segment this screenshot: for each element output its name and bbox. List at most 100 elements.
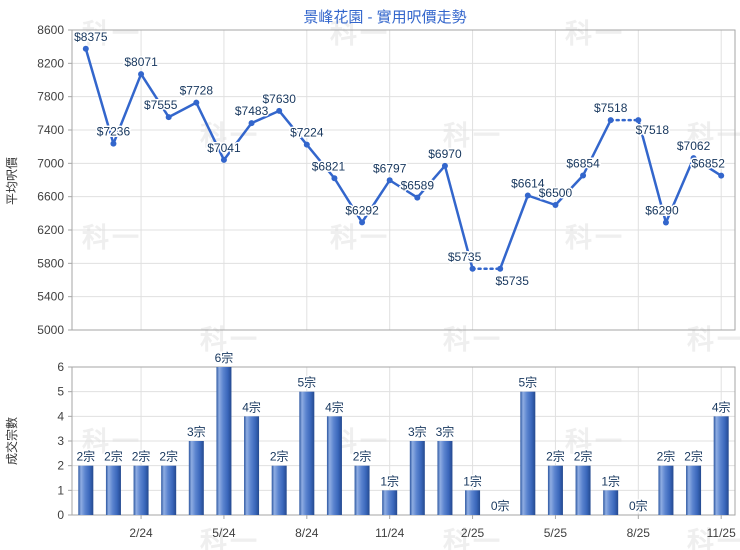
data-point xyxy=(331,175,338,182)
bar-value-label: 4宗 xyxy=(712,399,731,414)
bar-value-label: 2宗 xyxy=(684,449,703,464)
bar xyxy=(382,490,398,515)
bar-value-label: 2宗 xyxy=(546,449,565,464)
line-segment xyxy=(250,109,281,125)
bar-value-label: 5宗 xyxy=(297,375,316,390)
line-segment xyxy=(443,164,474,270)
y-tick-label-price: 7400 xyxy=(37,123,64,137)
bar xyxy=(547,465,563,515)
y-tick-label-price: 7800 xyxy=(37,90,64,104)
y-tick-label-count: 0 xyxy=(57,508,64,522)
y-tick-label-count: 2 xyxy=(57,459,64,473)
bar xyxy=(271,465,287,515)
data-point xyxy=(552,202,559,208)
line-segment xyxy=(112,72,143,145)
bar xyxy=(299,391,315,515)
bar-value-label: 6宗 xyxy=(215,350,234,365)
watermark-text: 科一 xyxy=(82,19,142,49)
bar-value-label: 1宗 xyxy=(601,473,620,488)
line-segment xyxy=(139,72,170,119)
y-tick-label-price: 8200 xyxy=(37,56,64,70)
data-point xyxy=(607,117,614,124)
data-point-label: $7518 xyxy=(594,101,628,115)
data-point-label: $6852 xyxy=(692,157,726,171)
data-point xyxy=(165,114,172,121)
data-point-label: $8375 xyxy=(74,30,108,44)
line-segment xyxy=(167,101,198,119)
data-point-label: $7728 xyxy=(180,84,214,98)
data-point xyxy=(276,107,283,114)
watermark-text: 科一 xyxy=(687,527,740,550)
bar-value-label: 2宗 xyxy=(132,449,151,464)
data-point-label: $6970 xyxy=(428,147,462,161)
bar xyxy=(658,465,674,515)
y-axis-title-count: 成交宗數 xyxy=(4,417,19,465)
bar xyxy=(78,465,94,515)
chart-title: 景峰花園 - 實用呎價走勢 xyxy=(303,9,467,26)
bar-value-label: 5宗 xyxy=(518,375,537,390)
data-point xyxy=(580,172,587,179)
data-point xyxy=(690,155,697,162)
line-segment xyxy=(664,156,695,224)
watermark-text: 科一 xyxy=(200,527,260,550)
bar-value-label: 0宗 xyxy=(491,498,510,513)
bar-value-label: 4宗 xyxy=(325,399,344,414)
y-tick-label-price: 5000 xyxy=(37,323,64,337)
bar-value-label: 2宗 xyxy=(76,449,95,464)
y-tick-label-count: 5 xyxy=(57,385,64,399)
data-point-label: $7041 xyxy=(207,141,241,155)
data-point xyxy=(718,172,725,179)
bar xyxy=(603,490,619,515)
bar xyxy=(437,441,453,515)
x-axis-label: 2/24 xyxy=(129,526,153,540)
data-point-label: $7236 xyxy=(97,125,131,139)
data-point xyxy=(441,162,448,169)
line-segment xyxy=(526,194,557,207)
x-axis-label: 5/25 xyxy=(544,526,568,540)
watermark-text: 科一 xyxy=(687,121,740,151)
data-point-label: $8071 xyxy=(124,55,158,69)
data-point-label: $7062 xyxy=(677,139,711,153)
data-point-label: $7483 xyxy=(235,104,269,118)
y-tick-label-price: 7000 xyxy=(37,156,64,170)
data-point xyxy=(414,194,421,201)
data-point xyxy=(662,219,669,226)
data-point-label: $7224 xyxy=(290,126,324,140)
watermark-text: 科一 xyxy=(200,121,260,151)
bar xyxy=(409,441,425,515)
x-axis-label: 5/24 xyxy=(212,526,236,540)
bar xyxy=(686,465,702,515)
watermark-text: 科一 xyxy=(330,223,390,253)
line-segment xyxy=(305,143,336,180)
data-point xyxy=(110,140,117,147)
data-point-label: $6290 xyxy=(645,204,679,218)
line-segment xyxy=(692,156,723,177)
line-segment xyxy=(581,118,612,177)
data-point-label: $6500 xyxy=(539,186,573,200)
bar xyxy=(520,391,536,515)
y-tick-label-count: 3 xyxy=(57,434,64,448)
data-point xyxy=(497,265,504,272)
watermark-text: 科一 xyxy=(82,223,142,253)
data-point-label: $6797 xyxy=(373,161,407,175)
watermark-text: 科一 xyxy=(443,121,503,151)
line-segment xyxy=(84,47,115,145)
bar xyxy=(713,416,729,515)
line-segment xyxy=(277,109,309,146)
data-point-label: $6614 xyxy=(511,177,545,191)
bar-value-label: 2宗 xyxy=(159,449,178,464)
x-axis-label: 2/25 xyxy=(461,526,485,540)
line-segment xyxy=(333,177,364,224)
bar xyxy=(575,465,591,515)
line-segment xyxy=(360,179,391,224)
y-tick-label-count: 4 xyxy=(57,409,64,423)
bar xyxy=(216,367,232,515)
data-point xyxy=(635,117,642,124)
bar-value-label: 2宗 xyxy=(353,449,372,464)
line-segment xyxy=(637,118,668,224)
data-point xyxy=(193,99,200,106)
data-point-label: $6292 xyxy=(345,203,379,217)
